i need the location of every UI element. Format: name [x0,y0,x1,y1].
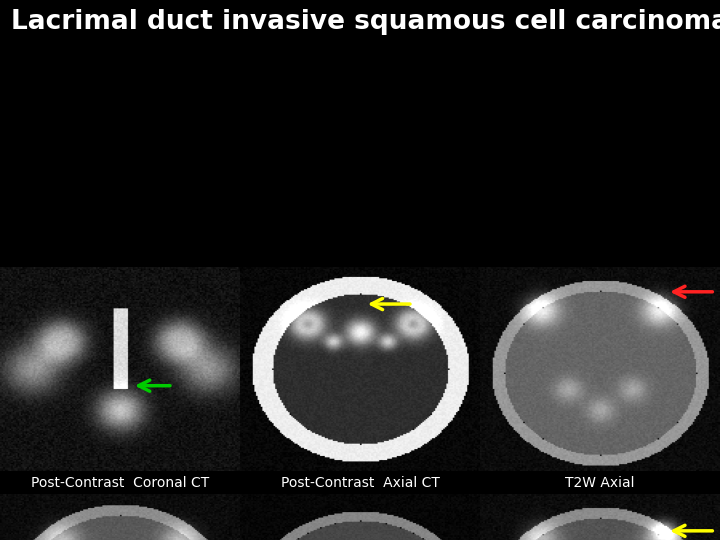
Text: Post-Contrast  Axial CT: Post-Contrast Axial CT [281,476,439,490]
Text: CT and MRI  of orbit in 52 year old female:: CT and MRI of orbit in 52 year old femal… [6,501,261,514]
Text: the left nasolacrimal duct: the left nasolacrimal duct [6,522,158,535]
Text: with: with [158,522,194,535]
Text: enlarged nasolacrimal duct.: enlarged nasolacrimal duct. [194,522,359,535]
Text: length of: length of [525,501,577,514]
Text: Heterogeneously enhancing mass along the: Heterogeneously enhancing mass along the [261,501,525,514]
Text: Post-Contrast  Coronal CT: Post-Contrast Coronal CT [31,476,209,490]
Text: T2W Axial: T2W Axial [565,476,635,490]
Text: Lacrimal duct invasive squamous cell carcinoma: Lacrimal duct invasive squamous cell car… [11,9,720,35]
